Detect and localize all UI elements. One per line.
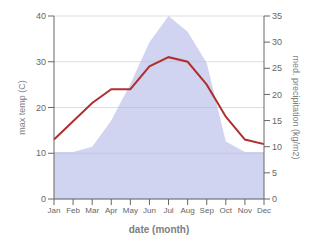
svg-text:40: 40 [36,11,46,21]
svg-text:15: 15 [272,116,282,126]
svg-text:25: 25 [272,63,282,73]
svg-text:Mar: Mar [85,206,99,215]
svg-text:Jul: Jul [163,206,173,215]
svg-text:Dec: Dec [257,206,271,215]
svg-text:Aug: Aug [181,206,195,215]
svg-text:Jan: Jan [48,206,61,215]
svg-text:Jun: Jun [143,206,156,215]
svg-text:10: 10 [272,142,282,152]
svg-text:0: 0 [272,194,277,204]
svg-text:5: 5 [272,168,277,178]
svg-text:date (month): date (month) [129,224,190,235]
svg-text:20: 20 [36,103,46,113]
svg-text:30: 30 [36,57,46,67]
svg-text:May: May [123,206,138,215]
svg-text:Oct: Oct [220,206,233,215]
svg-text:20: 20 [272,90,282,100]
svg-text:Sep: Sep [200,206,215,215]
svg-text:Apr: Apr [105,206,118,215]
svg-text:10: 10 [36,148,46,158]
svg-text:0: 0 [41,194,46,204]
svg-text:30: 30 [272,37,282,47]
svg-text:Nov: Nov [238,206,252,215]
svg-text:Feb: Feb [66,206,80,215]
svg-text:35: 35 [272,11,282,21]
svg-text:med. precipitation (kg/m2): med. precipitation (kg/m2) [291,55,301,159]
svg-text:max temp (C): max temp (C) [17,80,27,135]
